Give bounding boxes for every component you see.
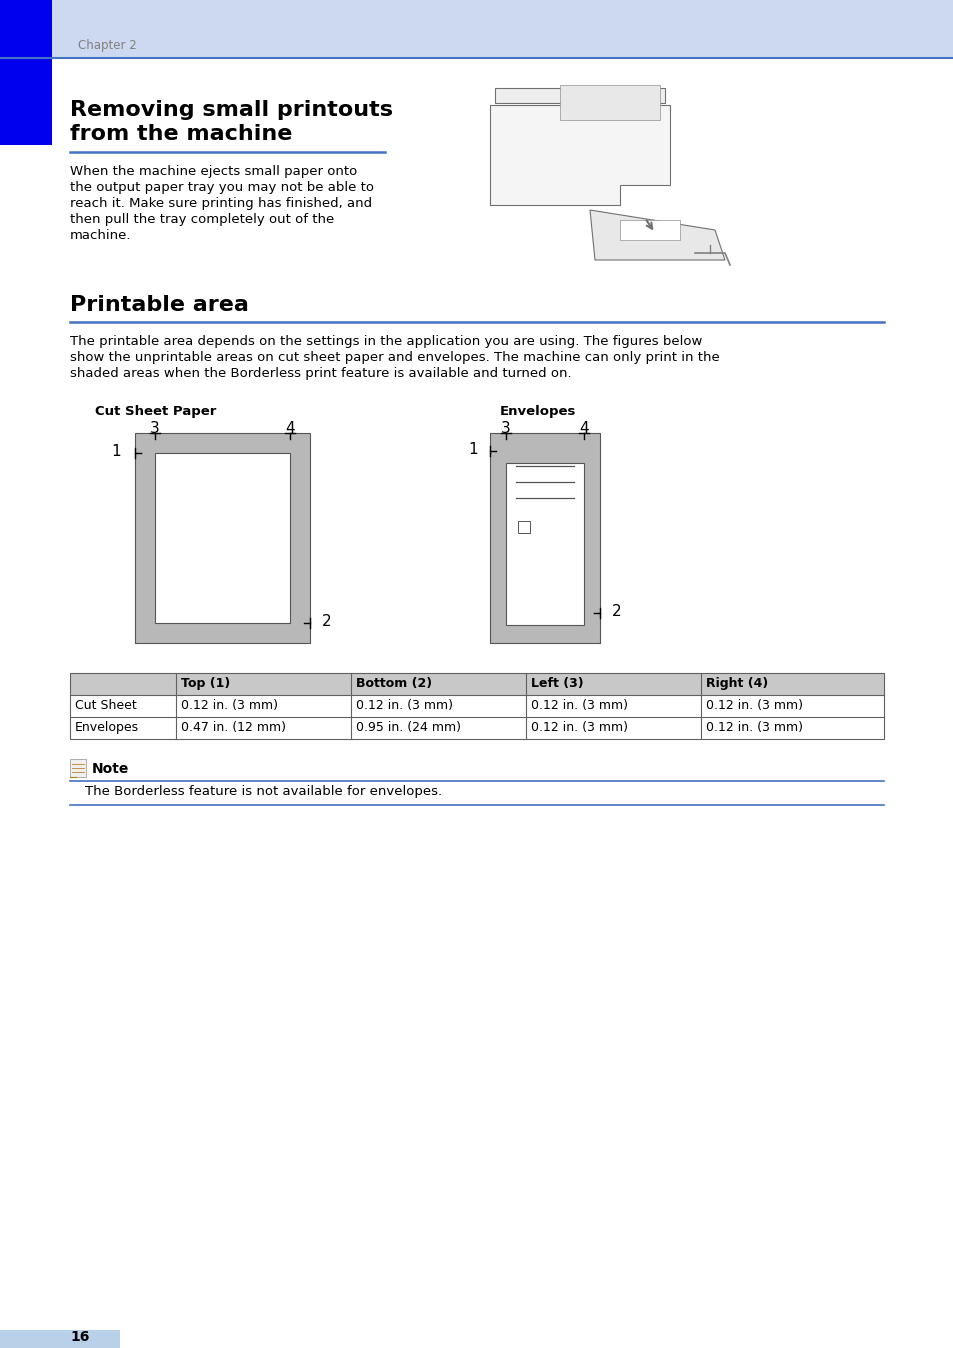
- Text: Left (3): Left (3): [530, 677, 583, 690]
- Text: from the machine: from the machine: [70, 124, 292, 144]
- Text: machine.: machine.: [70, 229, 132, 243]
- Text: Bottom (2): Bottom (2): [355, 677, 432, 690]
- Text: 1: 1: [468, 442, 477, 457]
- Text: Cut Sheet Paper: Cut Sheet Paper: [95, 404, 216, 418]
- Text: reach it. Make sure printing has finished, and: reach it. Make sure printing has finishe…: [70, 197, 372, 210]
- Bar: [490, 433, 599, 643]
- Bar: [70, 759, 86, 776]
- Text: 3: 3: [150, 421, 160, 435]
- Bar: [495, 88, 664, 102]
- Text: 3: 3: [500, 421, 511, 435]
- Text: 1: 1: [112, 443, 121, 458]
- Text: Cut Sheet: Cut Sheet: [75, 700, 136, 712]
- Text: 0.12 in. (3 mm): 0.12 in. (3 mm): [705, 700, 802, 712]
- Text: 4: 4: [578, 421, 588, 435]
- Bar: [505, 462, 583, 625]
- Text: 0.12 in. (3 mm): 0.12 in. (3 mm): [181, 700, 277, 712]
- Text: 0.12 in. (3 mm): 0.12 in. (3 mm): [530, 700, 627, 712]
- Text: 0.12 in. (3 mm): 0.12 in. (3 mm): [530, 721, 627, 735]
- Bar: [619, 220, 679, 240]
- Polygon shape: [589, 210, 724, 260]
- Bar: [0, 0, 52, 146]
- Text: Right (4): Right (4): [705, 677, 767, 690]
- Bar: [154, 453, 290, 623]
- Text: The Borderless feature is not available for envelopes.: The Borderless feature is not available …: [85, 785, 441, 798]
- Text: The printable area depends on the settings in the application you are using. The: The printable area depends on the settin…: [70, 336, 701, 348]
- Text: 0.95 in. (24 mm): 0.95 in. (24 mm): [355, 721, 460, 735]
- Text: Removing small printouts: Removing small printouts: [70, 100, 393, 120]
- Bar: [0, 1330, 120, 1348]
- Polygon shape: [490, 105, 669, 205]
- Text: 2: 2: [612, 604, 621, 619]
- Text: Top (1): Top (1): [181, 677, 230, 690]
- Text: 16: 16: [70, 1330, 90, 1344]
- Text: Envelopes: Envelopes: [499, 404, 576, 418]
- Text: then pull the tray completely out of the: then pull the tray completely out of the: [70, 213, 334, 226]
- Text: 0.12 in. (3 mm): 0.12 in. (3 mm): [355, 700, 453, 712]
- Bar: [70, 673, 883, 739]
- Text: 2: 2: [322, 613, 332, 628]
- Text: Chapter 2: Chapter 2: [78, 39, 136, 51]
- Bar: [559, 85, 659, 120]
- Text: 4: 4: [285, 421, 294, 435]
- Text: 0.12 in. (3 mm): 0.12 in. (3 mm): [705, 721, 802, 735]
- Text: When the machine ejects small paper onto: When the machine ejects small paper onto: [70, 164, 356, 178]
- Text: shaded areas when the Borderless print feature is available and turned on.: shaded areas when the Borderless print f…: [70, 367, 571, 380]
- Bar: [135, 433, 310, 643]
- Text: Note: Note: [91, 762, 130, 776]
- Text: Printable area: Printable area: [70, 295, 249, 315]
- Text: Envelopes: Envelopes: [75, 721, 139, 735]
- Bar: [0, 0, 953, 58]
- Text: 0.47 in. (12 mm): 0.47 in. (12 mm): [181, 721, 286, 735]
- Bar: [517, 520, 530, 532]
- Text: show the unprintable areas on cut sheet paper and envelopes. The machine can onl: show the unprintable areas on cut sheet …: [70, 350, 719, 364]
- Bar: [70, 673, 883, 696]
- Text: the output paper tray you may not be able to: the output paper tray you may not be abl…: [70, 181, 374, 194]
